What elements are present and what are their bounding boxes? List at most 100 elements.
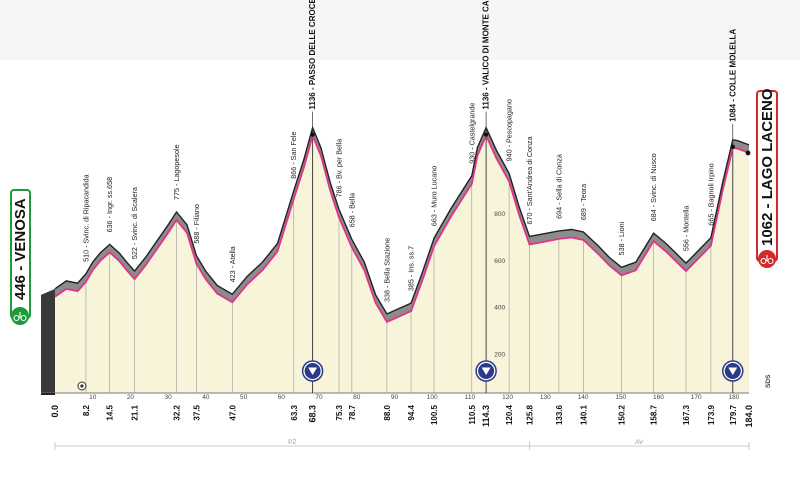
km-mark-label: 114.3 (481, 405, 491, 427)
bike-wheel-icon (20, 314, 27, 322)
waypoint-label: 538 - Lioni (617, 221, 626, 255)
km-mark-label: 21.1 (131, 404, 140, 420)
km-mark-label: 110.5 (468, 404, 477, 424)
km-mark-label: 120.4 (505, 404, 514, 425)
summit-label: 1136 - PASSO DELLE CROCELLE (308, 0, 317, 110)
waypoint-label: 940 - Pescopagano (505, 99, 514, 161)
waypoint-label: 385 - Ins. ss.7 (407, 246, 416, 291)
km-scale-tick: 30 (165, 394, 173, 401)
waypoint-label: 556 - Montella (682, 206, 691, 252)
km-scale-tick: 150 (615, 394, 626, 401)
summit-dot (730, 144, 735, 149)
waypoint-label: 689 - Teora (579, 184, 588, 220)
waypoint-label: 684 - Svinc. di Nusco (649, 153, 658, 221)
province-label: AV (635, 439, 644, 446)
km-mark-label: 125.8 (525, 404, 534, 425)
km-mark-label: 167.3 (682, 404, 691, 425)
km-mark-label: 184.0 (744, 405, 754, 428)
km-mark-label: 133.6 (555, 404, 564, 425)
waypoint-label: 775 - Lagopesole (172, 144, 181, 200)
top-band (0, 0, 800, 60)
km-scale-tick: 10 (89, 394, 97, 401)
km-scale-tick: 140 (578, 394, 589, 401)
km-scale-tick: 60 (278, 394, 286, 401)
km-scale-tick: 160 (653, 394, 664, 401)
brand-mark: SDS (765, 374, 772, 388)
km-mark-label: 37.5 (192, 404, 201, 420)
waypoint-label: 694 - Sella di Conza (554, 154, 563, 219)
km-mark-label: 14.5 (106, 404, 115, 420)
km-scale-tick: 20 (127, 394, 135, 401)
finish-label: 1062 - LAGO LACENO (759, 88, 776, 246)
waypoint-label: 522 - Svinc. di Scalera (130, 187, 139, 259)
sprint-icon-dot (80, 384, 84, 388)
elevation-area (54, 125, 750, 322)
waypoint-label: 930 - Castelgrande (467, 103, 476, 164)
km-scale-tick: 50 (240, 394, 248, 401)
km-scale-tick: 170 (691, 394, 702, 401)
finish-dot (745, 150, 751, 156)
km-mark-label: 47.0 (228, 404, 237, 420)
bike-wheel-icon (760, 257, 767, 265)
waypoint-label: 510 - Svinc. di Ripacandida (81, 174, 90, 262)
km-mark-label: 68.3 (308, 405, 318, 423)
km-scale-tick: 130 (540, 394, 551, 401)
waypoint-label: 636 - Ingr. ss.658 (105, 177, 114, 233)
x-axis: 10 20 30 40 50 60 70 80 90 100 110 120 130 140 150 160 1… (50, 374, 772, 450)
km-scale-tick: 70 (315, 394, 323, 401)
km-mark-label: 173.9 (707, 404, 716, 425)
gpm-triangle-icon (481, 367, 491, 375)
waypoint-label: 658 - Bella (347, 193, 356, 227)
km-mark-label: 150.2 (618, 404, 627, 425)
bike-wheel-icon (13, 314, 20, 322)
km-mark-label: 94.4 (407, 404, 416, 420)
route-line (54, 132, 750, 324)
summit-label: 1084 - COLLE MOLELLA (728, 29, 737, 122)
waypoint-label: 786 - Bv. per Bella (335, 139, 344, 198)
waypoint-label: 663 - Muro Lucano (430, 166, 439, 226)
elevation-tick-label: 400 (494, 305, 505, 312)
km-mark-label: 63.3 (290, 404, 299, 420)
km-mark-label: 158.7 (650, 404, 659, 425)
waypoint-label: 665 - Bagnoli Irpino (706, 163, 715, 225)
km-mark-label: 32.2 (172, 404, 181, 420)
start-finish-markers: 446 - VENOSA 1062 - LAGO LACENO (10, 88, 778, 391)
waypoint-labels: 510 - Svinc. di Ripacandida 636 - Ingr. s… (81, 0, 744, 382)
waypoint-label: 588 - Filiano (192, 204, 201, 244)
km-mark-label: 8.2 (82, 404, 91, 416)
waypoint-label: 866 - San Fele (289, 132, 298, 179)
km-mark-label: 140.1 (579, 404, 588, 425)
profile-side-wall (41, 288, 55, 393)
km-mark-label: 179.7 (729, 404, 738, 425)
km-scale-tick: 180 (728, 394, 739, 401)
elevation-tick-label: 200 (494, 351, 505, 358)
km-scale-tick: 120 (502, 394, 513, 401)
waypoint-label: 670 - Sant'Andrea di Conza (525, 136, 534, 224)
summit-dot (310, 132, 315, 137)
km-scale-tick: 90 (391, 394, 399, 401)
gpm-triangle-icon (308, 367, 318, 375)
province-label: PZ (288, 439, 296, 446)
relief-ridge-line (54, 125, 750, 315)
profile-fill (55, 135, 749, 393)
km-scale-tick: 40 (202, 394, 210, 401)
km-scale-tick: 80 (353, 394, 361, 401)
km-mark-label: 88.0 (383, 404, 392, 420)
km-mark-label: 78.7 (348, 404, 357, 420)
route-line-layer (54, 132, 750, 324)
waypoint-label: 423 - Atella (228, 246, 237, 282)
km-mark-label: 100.5 (430, 404, 439, 425)
bike-wheel-icon (767, 257, 774, 265)
elevation-tick-label: 600 (494, 258, 505, 265)
km-scale-tick: 100 (427, 394, 438, 401)
profile-base-edge (41, 393, 55, 395)
chart-base-layer (41, 135, 749, 395)
km-mark-label: 0.0 (50, 405, 60, 418)
km-mark-label: 75.3 (335, 404, 344, 420)
gpm-triangle-icon (728, 367, 738, 375)
elevation-tick-label: 800 (494, 211, 505, 218)
km-scale-tick: 110 (465, 394, 476, 401)
summit-dot (483, 132, 489, 137)
waypoint-label: 338 - Bella Stazione (382, 238, 391, 302)
